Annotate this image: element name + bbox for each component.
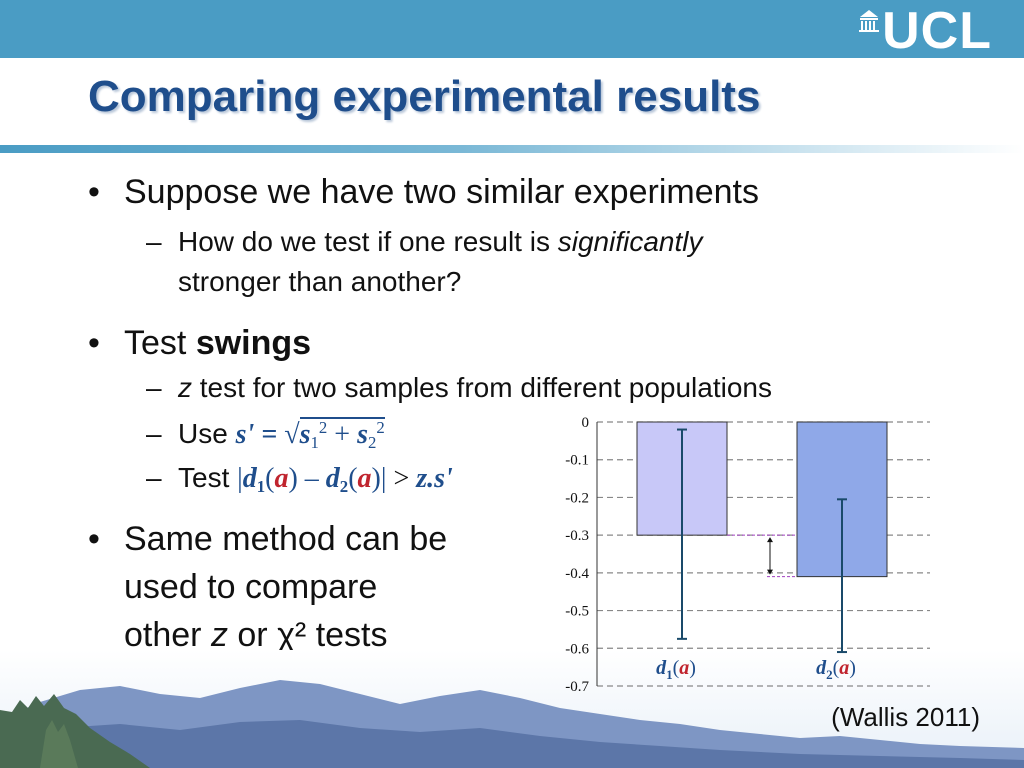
s-prime-symbol: s' [434,463,453,494]
mountain-landscape-image [0,650,1024,768]
sub-bullet-text: Use [178,418,236,450]
z-symbol: z [416,463,428,494]
emphasis-significantly: significantly [557,226,703,257]
sub-bullet-z-test: – z test for two samples from different … [146,372,772,404]
bullet-same-method-line2: used to compare [124,568,378,606]
y-tick-label: -0.3 [565,528,589,544]
sub-bullet-text: test for two samples from different popu… [192,372,772,403]
s-symbol: s [357,419,368,451]
alpha-symbol: a [357,463,372,494]
sub-bullet-text: How do we test if one result is [178,226,558,257]
plus-sign: + [334,419,351,451]
y-tick-label: -0.6 [565,641,589,657]
subscript-1: 1 [256,477,266,497]
swing-arrowhead-top [767,537,773,543]
swing-bar-chart: 0 -0.1 -0.2 -0.3 -0.4 -0.5 -0.6 -0.7 d1(a) d2(a) [565,415,930,695]
bullet-same-method-line3: other z or χ² tests [124,616,388,655]
alpha-symbol: a [274,463,289,494]
radicand: s12 + s22 [299,417,385,453]
sub-bullet-use-formula: – Use s' = √s12 + s22 [146,417,385,453]
swing-arrowhead-bottom [767,569,773,575]
swing-chart: 0 -0.1 -0.2 -0.3 -0.4 -0.5 -0.6 -0.7 d1(a) d2(a) [545,410,935,700]
s-symbol: s [299,419,311,451]
bullet-marker: • [88,324,100,362]
subscript-1: 1 [310,433,319,453]
logo-wordmark: UCL [882,2,992,60]
bullet-text-line1: Same method can be [124,520,448,558]
bullet-marker: • [88,520,100,558]
category-label: d2(a) [816,657,856,682]
bullet-text: Suppose we have two similar experiments [124,173,759,211]
minus-sign: – [304,463,319,494]
y-tick-label: -0.4 [565,566,589,582]
paren-close: ) [288,463,298,494]
sqrt-symbol: √ [284,419,300,451]
sub-bullet-test-formula: – Test |d1(a) – d2(a)| > z.s' [146,462,453,497]
s-prime-symbol: s' = [235,419,278,451]
y-tick-label: -0.2 [565,490,589,506]
slide-title: Comparing experimental results [88,72,761,121]
bullet-two-experiments: • Suppose we have two similar experiment… [88,173,759,212]
title-rule [0,145,1024,153]
dash-marker: – [146,226,162,257]
dot-operator: . [427,463,435,494]
subscript-2: 2 [367,433,377,453]
square-exponent: 2 [318,418,328,437]
y-tick-label: -0.1 [565,453,589,469]
swing-test-formula: |d1(a) – d2(a)| > z.s' [237,463,453,497]
category-label: d1(a) [656,657,696,682]
z-symbol: z [178,372,192,403]
sub-bullet-significance: – How do we test if one result is signif… [146,226,703,258]
subscript-2: 2 [339,477,349,497]
citation: (Wallis 2011) [831,702,980,732]
bullet-same-method: • Same method can be [88,520,448,559]
d-symbol: d [325,463,340,494]
dash-marker: – [146,462,162,493]
abs-bar: | [380,463,387,494]
text-segment: other [124,616,211,654]
bullet-text: Test [124,324,196,362]
z-symbol: z [210,616,228,654]
sub-bullet-text: Test [178,462,238,493]
d-symbol: d [242,463,257,494]
sub-bullet-significance-line2: stronger than another? [178,266,462,297]
dash-marker: – [146,372,162,403]
y-tick-label: -0.5 [565,604,589,620]
y-tick-label: 0 [582,415,590,431]
pooled-sd-formula: s' = √s12 + s22 [235,417,385,453]
paren-open: ( [265,463,275,494]
ucl-logo: UCL [858,2,992,60]
portico-icon [859,10,880,32]
bullet-test-swings: • Test swings [88,324,312,363]
top-banner [0,0,1024,58]
paren-open: ( [348,463,358,494]
paren-close: ) [371,463,381,494]
emphasis-swings: swings [195,324,312,362]
square-exponent: 2 [376,418,385,437]
text-segment: or χ² tests [227,616,388,654]
greater-than: > [393,463,410,494]
bullet-marker: • [88,173,100,211]
abs-bar: | [237,463,243,494]
y-tick-label: -0.7 [565,679,589,695]
dash-marker: – [146,418,162,449]
